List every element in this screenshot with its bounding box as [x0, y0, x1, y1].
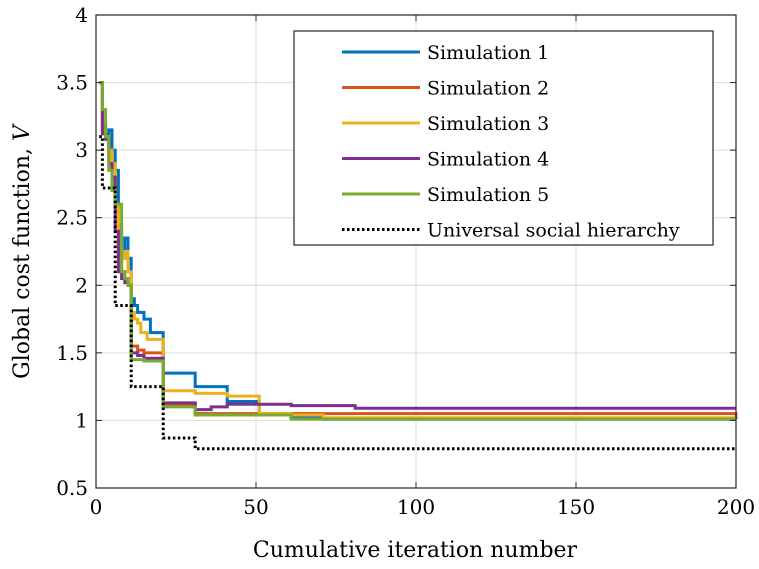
legend-label: Simulation 2 — [427, 78, 549, 100]
legend-label: Universal social hierarchy — [427, 220, 680, 242]
x-tick-label: 0 — [90, 495, 103, 519]
x-tick-label: 200 — [717, 495, 755, 519]
y-tick-label: 0.5 — [56, 476, 88, 500]
y-axis-title-var: V — [10, 123, 35, 141]
series-line-1 — [99, 81, 736, 421]
series-line-5 — [99, 81, 736, 421]
y-axis-title: Global cost function, V — [10, 123, 35, 379]
legend-label: Simulation 4 — [427, 149, 549, 171]
series-line-3 — [99, 81, 736, 420]
series-line-6 — [99, 135, 736, 451]
y-axis-title-text: Global cost function, — [10, 141, 35, 379]
legend-label: Simulation 3 — [427, 113, 549, 135]
y-tick-label: 1 — [75, 408, 88, 432]
x-tick-label: 50 — [243, 495, 268, 519]
y-tick-label: 2 — [75, 273, 88, 297]
plot-frame — [95, 14, 737, 489]
legend-label: Simulation 5 — [427, 184, 549, 206]
x-tick-label: 150 — [557, 495, 595, 519]
legend: Simulation 1 Simulation 2 Simulation 3 Simu… — [293, 30, 714, 246]
y-tick-label: 4 — [75, 3, 88, 27]
x-tick-label: 100 — [397, 495, 435, 519]
series-lines — [99, 81, 738, 451]
y-tick-label: 2.5 — [56, 206, 88, 230]
x-axis-title: Cumulative iteration number — [253, 538, 578, 563]
legend-label: Simulation 1 — [427, 42, 549, 64]
y-tick-label: 3 — [75, 138, 88, 162]
y-tick-label: 1.5 — [56, 341, 88, 365]
tick-labels: 0 50 100 150 200 0.5 1 1.5 2 2.5 3 3.5 4 — [56, 3, 755, 519]
y-tick-label: 3.5 — [56, 71, 88, 95]
axes — [95, 14, 737, 489]
legend-box — [293, 30, 714, 246]
